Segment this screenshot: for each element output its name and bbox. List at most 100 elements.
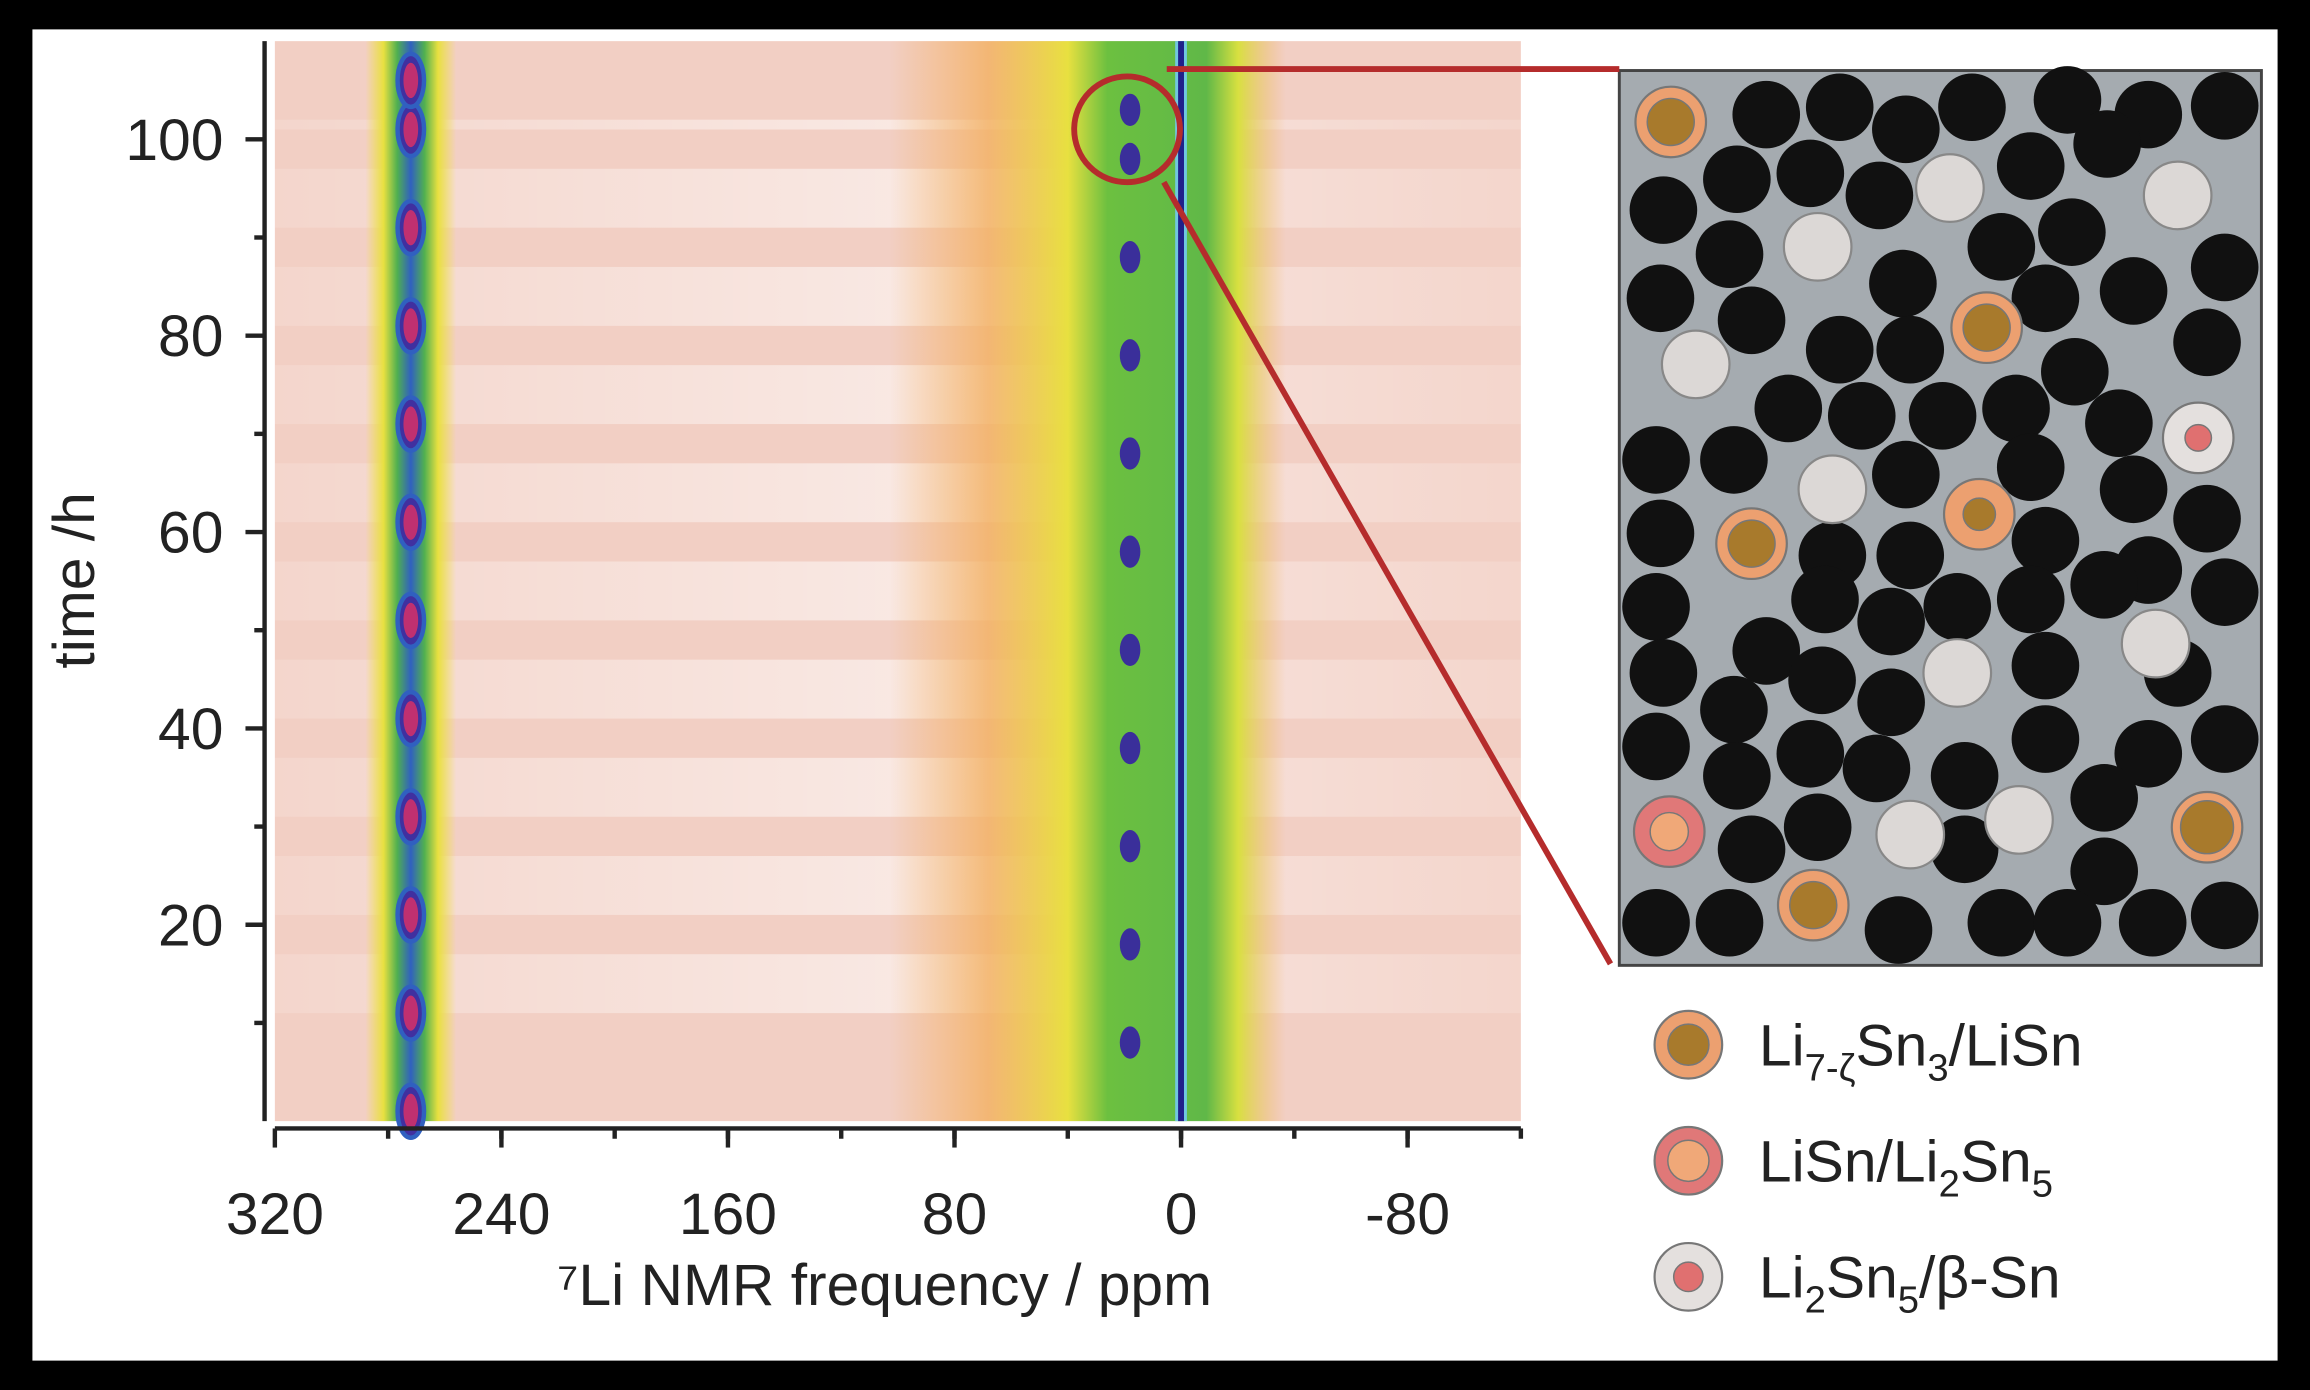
alloy-core — [1646, 97, 1695, 147]
peak-dot — [1119, 339, 1141, 372]
peak-dot — [1119, 535, 1141, 568]
alloy-core — [1789, 880, 1838, 930]
alloy-core — [2179, 800, 2235, 855]
carbon-particle — [2190, 881, 2259, 950]
peak-dot-core — [403, 799, 419, 835]
inset — [1617, 66, 2263, 967]
x-tick-label: 80 — [922, 1182, 987, 1247]
legend-text: Sn — [1960, 1129, 2032, 1194]
tin-particle — [1782, 211, 1853, 282]
carbon-particle — [2173, 484, 2241, 553]
legend-subscript: 2 — [1805, 1278, 1826, 1321]
x-axis-label: ⁷Li NMR frequency / ppm — [557, 1253, 1212, 1318]
carbon-particle — [2099, 455, 2168, 524]
carbon-particle — [1923, 573, 1992, 641]
y-tick-label: 80 — [158, 304, 223, 369]
carbon-particle — [2070, 837, 2138, 906]
carbon-particle — [1622, 712, 1690, 781]
carbon-particle — [1908, 382, 1977, 450]
tin-particle — [1797, 454, 1868, 525]
x-tick-label: 160 — [679, 1182, 777, 1247]
peak-dot-core — [403, 995, 419, 1031]
tin-particle — [1922, 638, 1993, 708]
carbon-particle — [1930, 742, 1999, 810]
carbon-particle — [1996, 132, 2065, 200]
tin-particle — [1915, 153, 1985, 223]
carbon-particle — [2033, 888, 2102, 957]
carbon-particle — [1732, 617, 1801, 685]
legend-text: /β-Sn — [1919, 1245, 2061, 1310]
carbon-particle — [2099, 257, 2168, 325]
carbon-particle — [2118, 888, 2187, 957]
carbon-particle — [1629, 639, 1698, 707]
legend-icon-core — [1667, 1023, 1710, 1067]
legend-text: LiSn/Li — [1759, 1129, 1939, 1194]
y-tick-label: 20 — [158, 893, 223, 958]
peak-dot-core — [403, 62, 419, 99]
legend-text: Sn — [1855, 1013, 1927, 1078]
carbon-particle — [2011, 264, 2080, 333]
legend-text: /LiSn — [1949, 1013, 2083, 1078]
x-tick-label: 240 — [452, 1182, 550, 1247]
carbon-particle — [1982, 374, 2050, 443]
y-axis-label: time /h — [42, 492, 107, 668]
carbon-particle — [1872, 440, 1940, 509]
carbon-particle — [1967, 888, 2036, 957]
legend-text: Sn — [1826, 1245, 1898, 1310]
carbon-particle — [1783, 793, 1852, 862]
carbon-particle — [2190, 233, 2259, 302]
carbon-particle — [1626, 264, 1695, 333]
carbon-particle — [2070, 551, 2138, 619]
legend-text: Li — [1759, 1013, 1805, 1078]
plot-area — [274, 41, 1521, 1140]
carbon-particle — [1703, 145, 1771, 214]
legend-subscript: 7-ζ — [1805, 1046, 1856, 1089]
y-tick-label: 60 — [158, 501, 223, 566]
carbon-particle — [1996, 565, 2065, 634]
carbon-particle — [1872, 95, 1940, 164]
carbon-particle — [2190, 705, 2259, 773]
carbon-particle — [1996, 433, 2065, 502]
tin-particle — [2120, 608, 2191, 679]
carbon-particle — [1717, 286, 1786, 355]
peak-dot — [1119, 240, 1141, 274]
peak-dot-core — [403, 210, 419, 246]
legend-label: LiSn/Li2Sn5 — [1759, 1129, 2053, 1205]
carbon-particle — [2173, 308, 2241, 377]
alloy-core — [1962, 303, 2011, 352]
peak-dot-core — [403, 308, 419, 344]
peak-dot-core — [403, 897, 419, 933]
carbon-particle — [1876, 315, 1945, 384]
legend-label: Li2Sn5/β-Sn — [1759, 1245, 2061, 1321]
carbon-particle — [2073, 110, 2141, 178]
peak-dot — [1119, 93, 1141, 127]
carbon-particle — [1805, 73, 1874, 142]
y-tick-label: 40 — [158, 697, 223, 762]
tin-particle — [1875, 799, 1946, 870]
peak-dot-core — [403, 700, 419, 737]
peak-dot — [1119, 928, 1141, 961]
carbon-particle — [2114, 719, 2183, 788]
carbon-particle — [1930, 815, 1999, 884]
carbon-particle — [2041, 337, 2109, 406]
carbon-particle — [1827, 382, 1896, 450]
carbon-particle — [1695, 220, 1764, 288]
x-tick-label: -80 — [1365, 1182, 1450, 1247]
carbon-particle — [1869, 249, 1937, 318]
carbon-particle — [2190, 558, 2259, 626]
carbon-particle — [1717, 815, 1786, 884]
peak-dot — [1119, 1026, 1141, 1059]
tin-particle — [1660, 329, 1731, 400]
legend-label: Li7-ζSn3/LiSn — [1759, 1013, 2083, 1089]
carbon-particle — [1876, 521, 1945, 590]
carbon-particle — [1857, 668, 1925, 737]
carbon-particle — [2011, 631, 2080, 700]
peak-dot — [1119, 437, 1141, 470]
legend-icon-core — [1667, 1139, 1710, 1183]
carbon-particle — [1776, 719, 1845, 788]
peak-dot-core — [403, 504, 419, 540]
zoom-callout — [1071, 66, 1620, 966]
peak-dot-core — [403, 406, 419, 442]
carbon-particle — [1776, 139, 1845, 208]
